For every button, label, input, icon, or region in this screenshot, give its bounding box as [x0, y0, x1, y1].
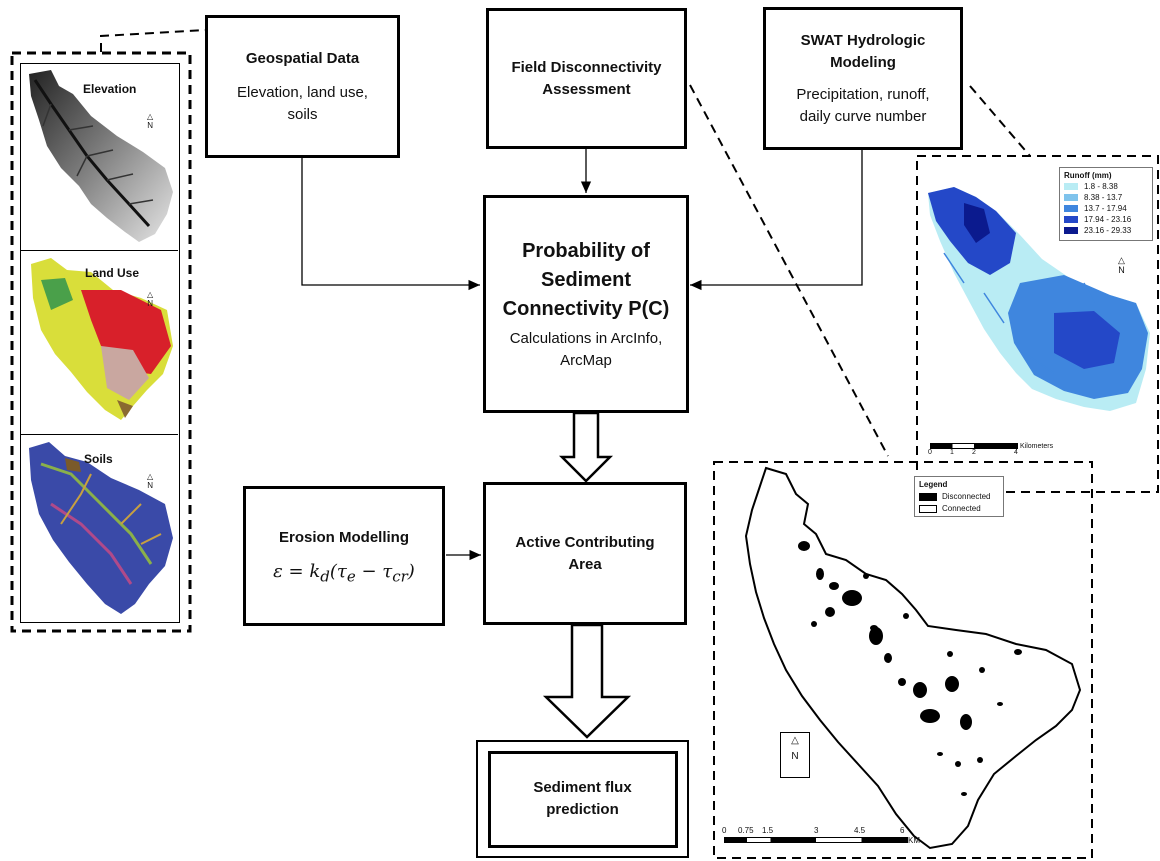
sediment-flux-inner-box: Sediment flux prediction — [487, 750, 678, 848]
runoff-legend: Runoff (mm) 1.8 - 8.38 8.38 - 13.7 13.7 - … — [1059, 167, 1153, 241]
connectivity-north-arrow: △ N — [780, 732, 810, 778]
runoff-legend-label: 1.8 - 8.38 — [1084, 182, 1118, 191]
field-disconnectivity-box: Field Disconnectivity Assessment — [486, 8, 687, 149]
erosion-equation: ε = kd(τe − τcr) — [273, 560, 415, 586]
probability-title: Probability of Sediment Connectivity P(C… — [502, 239, 670, 320]
probability-box: Probability of Sediment Connectivity P(C… — [483, 195, 689, 413]
sediment-flux-outer-box: Sediment flux prediction — [476, 740, 689, 858]
geospatial-body: Elevation, land use, soils — [237, 83, 368, 123]
left-maps-dashed-frame — [10, 51, 192, 633]
landuse-map-panel: Land Use △ N — [21, 250, 178, 435]
landuse-north-arrow: △ N — [147, 290, 154, 308]
swat-hydrologic-box: SWAT Hydrologic Modeling Precipitation, … — [763, 7, 963, 150]
geospatial-callout-line — [100, 29, 207, 52]
runoff-legend-class: 1.8 - 8.38 — [1064, 182, 1148, 191]
connectivity-legend-title: Legend — [919, 480, 948, 489]
probability-body: Calculations in ArcInfo, ArcMap — [509, 329, 663, 369]
runoff-legend-swatch — [1064, 227, 1078, 234]
active-title: Active Contributing Area — [515, 533, 655, 573]
runoff-legend-class: 17.94 - 23.16 — [1064, 215, 1148, 224]
legend-connected: Connected — [919, 504, 999, 513]
runoff-map — [928, 187, 1150, 411]
runoff-legend-label: 13.7 - 17.94 — [1084, 204, 1127, 213]
soils-map — [29, 442, 173, 614]
runoff-legend-class: 23.16 - 29.33 — [1064, 226, 1148, 235]
runoff-legend-title: Runoff (mm) — [1064, 171, 1112, 180]
landuse-map — [31, 258, 173, 420]
runoff-legend-label: 23.16 - 29.33 — [1084, 226, 1132, 235]
geospatial-title: Geospatial Data — [245, 49, 360, 67]
geospatial-data-box: Geospatial Data Elevation, land use, soi… — [205, 15, 400, 158]
runoff-north-arrow: △ N — [1118, 255, 1125, 275]
elevation-map-panel: Elevation △ N — [21, 64, 178, 251]
connectivity-map-dashed-frame — [713, 461, 1093, 859]
connectivity-scale-bar: 0 0.75 1.5 3 4.5 6 KM — [722, 826, 920, 845]
swat-to-probability-arrow — [690, 150, 863, 291]
runoff-legend-label: 17.94 - 23.16 — [1084, 215, 1132, 224]
runoff-legend-class: 13.7 - 17.94 — [1064, 204, 1148, 213]
probability-to-active-block-arrow — [558, 411, 614, 483]
connectivity-legend: Legend Disconnected Connected — [914, 476, 1004, 517]
runoff-legend-classes: 1.8 - 8.38 8.38 - 13.7 13.7 - 17.94 17.94 -… — [1064, 182, 1148, 235]
connectivity-map — [744, 466, 1082, 850]
field-title: Field Disconnectivity Assessment — [511, 58, 662, 98]
connectivity-map-panel: Legend Disconnected Connected △ N 0 0.75 … — [716, 464, 1090, 856]
swat-callout-line — [969, 85, 1031, 157]
elevation-label: Elevation — [83, 82, 137, 96]
runoff-map-dashed-frame — [916, 155, 1159, 493]
soils-label: Soils — [84, 452, 113, 466]
legend-disconnected: Disconnected — [919, 492, 999, 501]
elevation-north-arrow: △ N — [147, 112, 154, 130]
landuse-label: Land Use — [85, 266, 140, 280]
flux-title: Sediment flux prediction — [533, 779, 632, 818]
erosion-modelling-box: Erosion Modelling ε = kd(τe − τcr) — [243, 486, 445, 626]
elevation-map — [29, 70, 173, 242]
runoff-legend-swatch — [1064, 205, 1078, 212]
soils-north-arrow: △ N — [147, 472, 154, 490]
soils-map-panel: Soils △ N — [21, 434, 178, 622]
field-callout-line — [689, 84, 889, 457]
runoff-map-panel: Runoff (mm) 1.8 - 8.38 8.38 - 13.7 13.7 - … — [924, 163, 1156, 459]
left-map-stack: Elevation △ N Land Use △ N Soils △ N — [20, 63, 180, 623]
swat-title: SWAT Hydrologic Modeling — [800, 31, 926, 71]
swat-body: Precipitation, runoff, daily curve numbe… — [796, 85, 930, 125]
erosion-title: Erosion Modelling — [279, 528, 409, 546]
runoff-scale-bar: 0 1 2 4 Kilometers — [928, 443, 1054, 456]
runoff-legend-swatch — [1064, 183, 1078, 190]
active-to-flux-block-arrow — [542, 623, 632, 739]
runoff-legend-class: 8.38 - 13.7 — [1064, 193, 1148, 202]
runoff-legend-swatch — [1064, 194, 1078, 201]
active-contributing-area-box: Active Contributing Area — [483, 482, 687, 625]
runoff-legend-label: 8.38 - 13.7 — [1084, 193, 1123, 202]
runoff-legend-swatch — [1064, 216, 1078, 223]
geospatial-to-probability-arrow — [301, 158, 480, 291]
